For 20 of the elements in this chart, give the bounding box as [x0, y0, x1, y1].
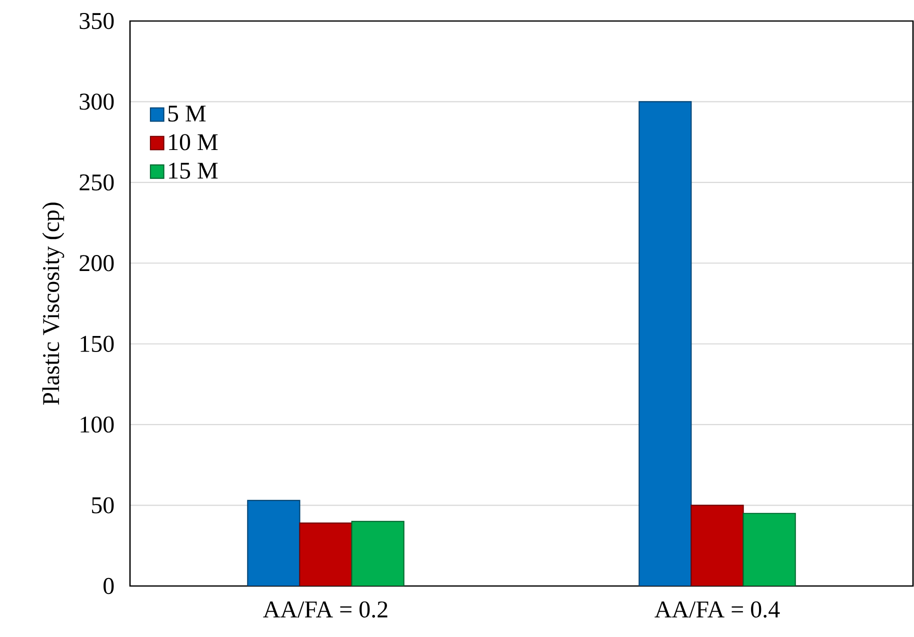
x-tick-label: AA/FA = 0.2: [263, 601, 388, 618]
x-tick-label: AA/FA = 0.4: [654, 601, 780, 618]
y-tick-label: 250: [80, 174, 114, 191]
bar: [638, 101, 692, 586]
y-tick-label: 50: [92, 497, 114, 514]
bar: [351, 520, 404, 586]
y-tick-label: 100: [80, 416, 114, 433]
bar: [742, 512, 796, 586]
legend-label: 5 M: [168, 106, 206, 122]
y-axis-title: Plastic Viscosity (cp): [42, 202, 64, 405]
legend-label: 15 M: [169, 162, 218, 179]
y-tick-label: 150: [80, 336, 114, 352]
y-tick-label: 350: [80, 12, 114, 30]
legend-label: 10 M: [169, 134, 218, 150]
y-tick-label: 0: [104, 578, 114, 594]
bar: [247, 500, 300, 586]
bar: [690, 504, 744, 586]
bar: [299, 522, 352, 586]
y-tick-label: 300: [80, 94, 114, 110]
y-tick-label: 200: [80, 255, 114, 272]
